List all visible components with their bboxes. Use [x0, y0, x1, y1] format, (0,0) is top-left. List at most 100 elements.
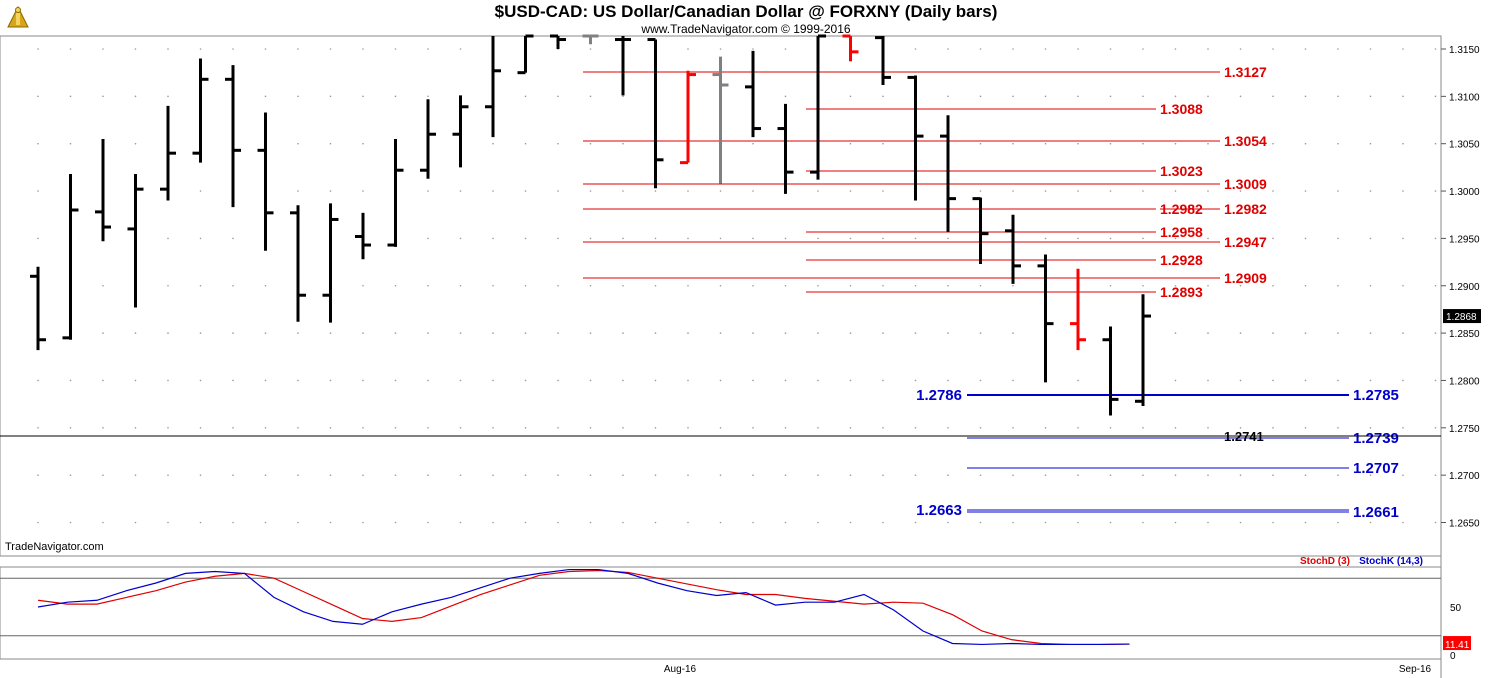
grid-dot [264, 48, 267, 50]
grid-dot [1369, 332, 1372, 334]
grid-dot [1109, 474, 1112, 476]
grid-dot [1109, 95, 1112, 98]
grid-dot [882, 284, 884, 287]
grid-dot [102, 95, 104, 98]
grid-dot [329, 474, 332, 476]
stoch-y-tick-label: 50 [1450, 603, 1462, 614]
grid-dot [914, 284, 917, 287]
grid-dot [492, 284, 494, 287]
grid-dot [557, 379, 559, 382]
ohlc-bar [127, 174, 144, 308]
grid-dot [394, 284, 397, 287]
grid-dot [134, 142, 137, 145]
grid-dot [882, 95, 884, 98]
grid-dot [752, 427, 754, 429]
grid-dot [1337, 142, 1339, 145]
grid-dot [849, 521, 852, 524]
grid-dot [719, 521, 722, 524]
grid-dot [1239, 332, 1242, 334]
grid-dot [1402, 474, 1404, 476]
ohlc-bar [582, 34, 599, 45]
grid-dot [167, 237, 169, 240]
grid-dot [784, 332, 787, 334]
grid-dot [882, 521, 884, 524]
grid-dot [947, 95, 949, 98]
grid-dot [37, 95, 39, 98]
grid-dot [459, 332, 462, 334]
resistance-label: 1.2893 [1160, 284, 1203, 300]
grid-dot [492, 332, 494, 334]
grid-dot [1142, 190, 1144, 192]
grid-dot [1207, 190, 1209, 192]
grid-dot [394, 427, 397, 429]
stochastic-panel [0, 566, 1442, 660]
ohlc-bar [810, 34, 826, 180]
grid-dot [1272, 284, 1274, 287]
x-tick-label: Aug-16 [664, 664, 697, 675]
grid-dot [167, 95, 169, 98]
grid-dot [719, 237, 722, 240]
support-label: 1.2785 [1353, 387, 1399, 404]
grid-dot [492, 237, 494, 240]
grid-dot [1174, 474, 1177, 476]
grid-dot [784, 95, 787, 98]
grid-dot [492, 190, 494, 192]
grid-dot [69, 474, 72, 476]
grid-dot [589, 521, 592, 524]
grid-dot [1207, 142, 1209, 145]
ohlc-bar [387, 138, 404, 247]
grid-dot [167, 521, 169, 524]
grid-dot [557, 521, 559, 524]
grid-dot [882, 190, 884, 192]
grid-dot [1239, 284, 1242, 287]
resistance-label: 1.2958 [1160, 224, 1203, 240]
grid-dot [69, 48, 72, 50]
grid-dot [524, 190, 527, 192]
grid-dot [947, 379, 949, 382]
grid-dot [524, 95, 527, 98]
x-tick-label: Sep-16 [1399, 664, 1432, 675]
grid-dot [459, 284, 462, 287]
grid-dot [1012, 284, 1014, 287]
grid-dot [427, 95, 429, 98]
grid-dot [752, 521, 754, 524]
grid-dot [687, 237, 689, 240]
grid-dot [297, 427, 299, 429]
grid-dot [1174, 427, 1177, 429]
grid-dot [1402, 379, 1404, 382]
grid-dot [232, 237, 234, 240]
grid-dot [232, 48, 234, 50]
grid-dot [199, 521, 202, 524]
grid-dot [362, 474, 364, 476]
grid-dot [947, 48, 949, 50]
grid-dot [784, 427, 787, 429]
grid-dot [1174, 95, 1177, 98]
ohlc-bar [62, 174, 79, 340]
grid-dot [1012, 142, 1014, 145]
trade-navigator-logo-icon [4, 3, 32, 36]
grid-dot [264, 427, 267, 429]
grid-dot [557, 332, 559, 334]
grid-dot [1207, 48, 1209, 50]
grid-dot [687, 284, 689, 287]
grid-dot [492, 427, 494, 429]
grid-dot [979, 521, 982, 524]
ohlc-bar [550, 34, 566, 49]
grid-dot [947, 237, 949, 240]
y-tick-label: 1.3050 [1449, 140, 1480, 151]
grid-dot [1434, 474, 1437, 476]
grid-dot [1369, 474, 1372, 476]
grid-dot [199, 190, 202, 192]
grid-dot [719, 332, 722, 334]
grid-dot [1077, 521, 1079, 524]
grid-dot [394, 474, 397, 476]
grid-dot [1174, 332, 1177, 334]
grid-dot [752, 332, 754, 334]
grid-dot [1304, 48, 1307, 50]
grid-dot [947, 427, 949, 429]
grid-dot [849, 190, 852, 192]
grid-dot [69, 95, 72, 98]
grid-dot [134, 379, 137, 382]
grid-dot [1304, 95, 1307, 98]
grid-dot [589, 474, 592, 476]
